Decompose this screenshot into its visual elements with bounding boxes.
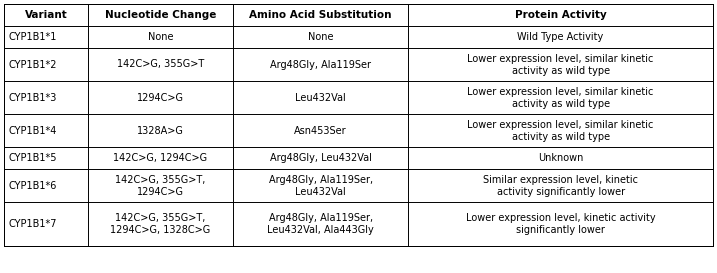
Text: Arg48Gly, Ala119Ser: Arg48Gly, Ala119Ser [270, 60, 371, 70]
Text: CYP1B1*4: CYP1B1*4 [9, 126, 57, 135]
Text: Leu432Val: Leu432Val [295, 93, 346, 102]
Text: Wild Type Activity: Wild Type Activity [518, 32, 604, 42]
Text: CYP1B1*2: CYP1B1*2 [9, 60, 57, 70]
Text: Protein Activity: Protein Activity [515, 10, 607, 20]
Text: Arg48Gly, Leu432Val: Arg48Gly, Leu432Val [270, 153, 371, 163]
Text: 1328A>G: 1328A>G [137, 126, 184, 135]
Text: Lower expression level, similar kinetic
activity as wild type: Lower expression level, similar kinetic … [467, 87, 654, 108]
Text: CYP1B1*3: CYP1B1*3 [9, 93, 57, 102]
Text: None: None [308, 32, 333, 42]
Text: Amino Acid Substitution: Amino Acid Substitution [250, 10, 391, 20]
Text: Arg48Gly, Ala119Ser,
Leu432Val, Ala443Gly: Arg48Gly, Ala119Ser, Leu432Val, Ala443Gl… [267, 213, 374, 235]
Text: Lower expression level, similar kinetic
activity as wild type: Lower expression level, similar kinetic … [467, 54, 654, 76]
Text: Variant: Variant [24, 10, 67, 20]
Text: CYP1B1*1: CYP1B1*1 [9, 32, 57, 42]
Text: 142C>G, 355G>T,
1294C>G: 142C>G, 355G>T, 1294C>G [115, 174, 206, 197]
Text: Unknown: Unknown [538, 153, 583, 163]
Text: 142C>G, 1294C>G: 142C>G, 1294C>G [113, 153, 207, 163]
Text: CYP1B1*5: CYP1B1*5 [9, 153, 57, 163]
Text: Lower expression level, similar kinetic
activity as wild type: Lower expression level, similar kinetic … [467, 120, 654, 141]
Text: 142C>G, 355G>T: 142C>G, 355G>T [117, 60, 204, 70]
Text: Asn453Ser: Asn453Ser [294, 126, 347, 135]
Bar [4, 4, 713, 246]
Text: 1294C>G: 1294C>G [137, 93, 184, 102]
Text: Similar expression level, kinetic
activity significantly lower: Similar expression level, kinetic activi… [483, 174, 638, 197]
Text: CYP1B1*6: CYP1B1*6 [9, 180, 57, 191]
Text: CYP1B1*7: CYP1B1*7 [9, 219, 57, 229]
Text: Nucleotide Change: Nucleotide Change [105, 10, 216, 20]
Text: Arg48Gly, Ala119Ser,
Leu432Val: Arg48Gly, Ala119Ser, Leu432Val [268, 174, 373, 197]
Text: Lower expression level, kinetic activity
significantly lower: Lower expression level, kinetic activity… [466, 213, 655, 235]
Text: None: None [148, 32, 173, 42]
Text: 142C>G, 355G>T,
1294C>G, 1328C>G: 142C>G, 355G>T, 1294C>G, 1328C>G [110, 213, 211, 235]
